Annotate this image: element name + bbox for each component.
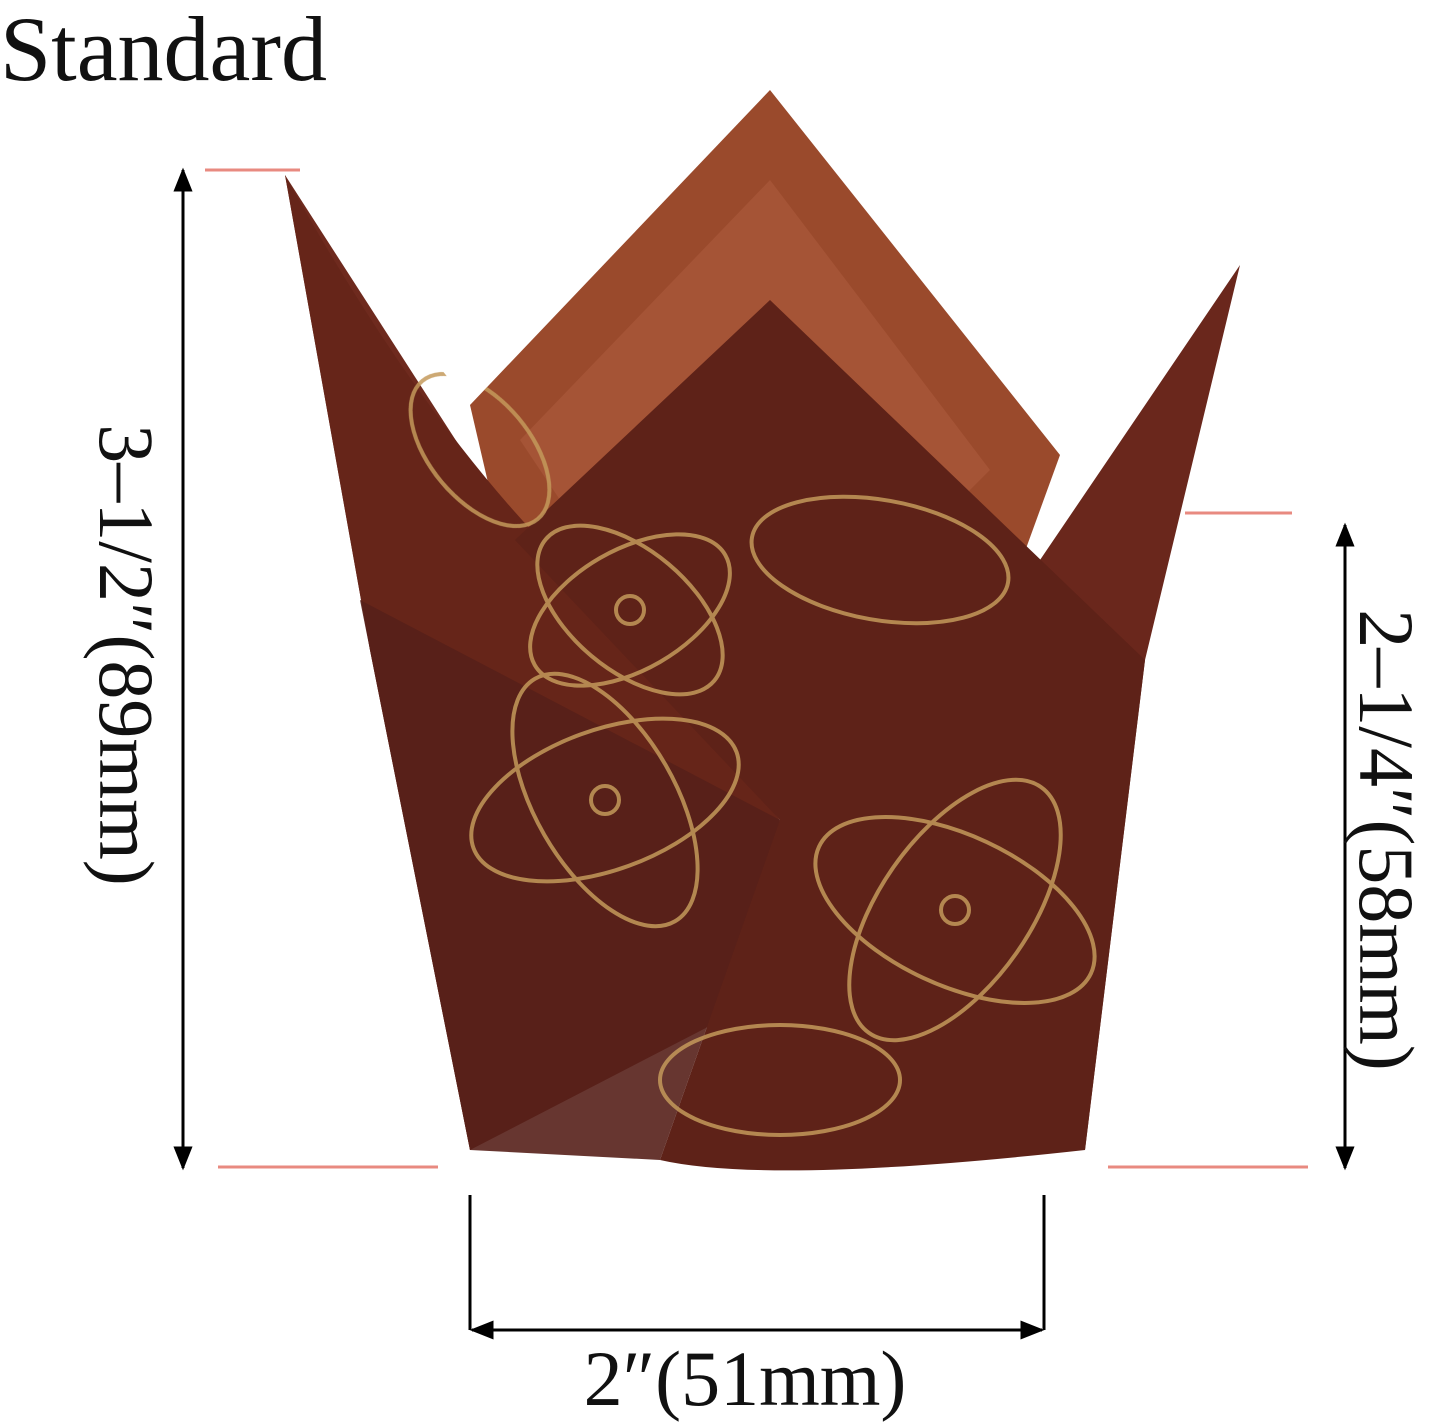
title: Standard [0,0,327,100]
height-label: 3–1/2″(89mm) [83,424,170,885]
upper-height-label: 2–1/4″(58mm) [1343,609,1430,1070]
extension-lines [205,168,1308,1169]
base-width-label: 2″(51mm) [584,1335,907,1422]
baking-cup [285,90,1240,1171]
dimension-lines [173,167,1355,1340]
